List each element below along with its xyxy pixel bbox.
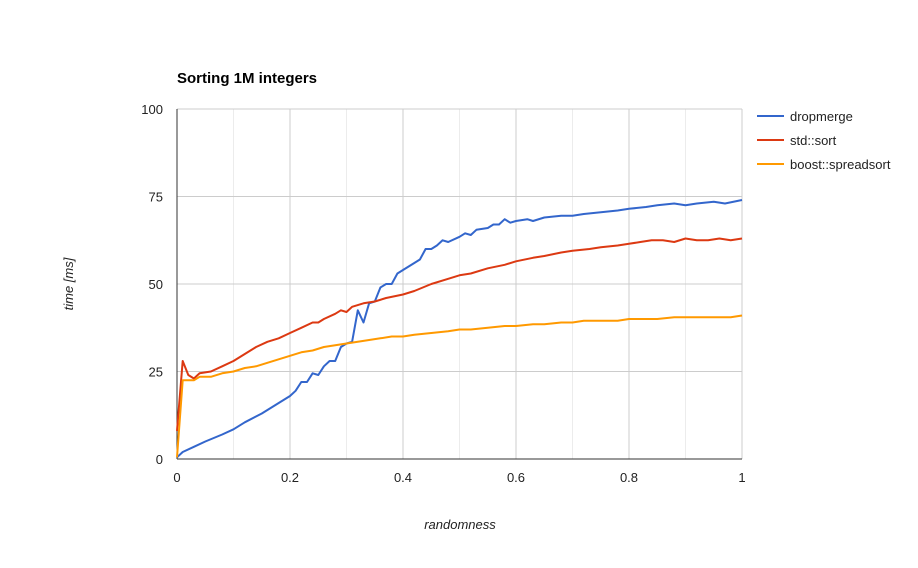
y-tick-label: 50 (149, 277, 163, 292)
chart-title: Sorting 1M integers (177, 70, 317, 87)
x-tick-label: 0.4 (394, 470, 412, 485)
chart-axes (176, 109, 742, 460)
x-tick-label: 0.8 (620, 470, 638, 485)
y-tick-label: 25 (149, 365, 163, 380)
x-axis-label: randomness (424, 517, 496, 532)
legend-label-2: boost::spreadsort (790, 157, 891, 172)
series-line-1 (176, 237, 743, 432)
chart-ticks: 0 0.2 0.4 0.6 0.8 1 0 25 50 75 100 (141, 102, 745, 485)
legend-label-1: std::sort (790, 133, 837, 148)
legend-label-0: dropmerge (790, 109, 853, 124)
chart-series (176, 199, 743, 459)
series-line-0 (176, 199, 743, 459)
y-tick-label: 100 (141, 102, 163, 117)
x-tick-label: 0.2 (281, 470, 299, 485)
x-tick-label: 0.6 (507, 470, 525, 485)
x-tick-label: 0 (173, 470, 180, 485)
x-tick-label: 1 (738, 470, 745, 485)
y-tick-label: 75 (149, 190, 163, 205)
y-tick-label: 0 (156, 452, 163, 467)
y-axis-label: time [ms] (61, 257, 76, 310)
chart-grid (177, 108, 743, 459)
series-line-2 (176, 314, 743, 458)
